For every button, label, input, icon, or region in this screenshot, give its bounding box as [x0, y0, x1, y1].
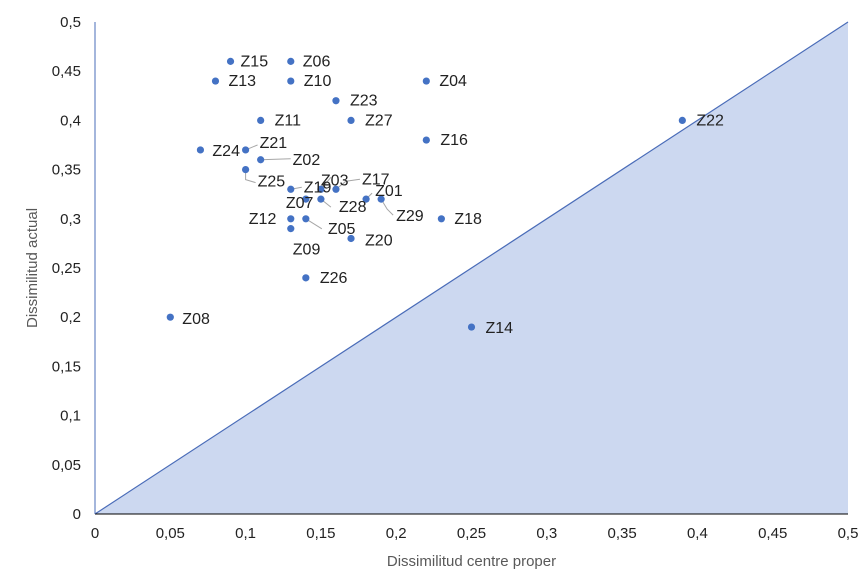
data-point [302, 195, 310, 203]
y-tick-label: 0,05 [52, 457, 81, 474]
data-point [347, 116, 355, 124]
x-tick-label: 0,4 [687, 525, 708, 542]
y-axis-title: Dissimilitud actual [24, 208, 41, 328]
point-label: Z24 [212, 143, 240, 160]
point-label: Z17 [362, 171, 390, 188]
point-label: Z16 [440, 132, 468, 149]
data-point [302, 274, 310, 282]
data-point [287, 57, 295, 65]
data-point [422, 77, 430, 85]
x-tick-label: 0,2 [386, 525, 407, 542]
point-label: Z25 [258, 174, 286, 191]
y-tick-label: 0,5 [60, 14, 81, 31]
leader-line [380, 198, 394, 216]
point-label: Z20 [365, 232, 393, 249]
y-tick-label: 0,35 [52, 162, 81, 179]
data-point [242, 166, 250, 174]
data-point [287, 225, 295, 233]
data-point [287, 215, 295, 223]
x-axis-title: Dissimilitud centre proper [387, 553, 556, 570]
data-point [437, 215, 445, 223]
point-label: Z02 [293, 152, 321, 169]
y-tick-label: 0,25 [52, 260, 81, 277]
x-tick-label: 0 [91, 525, 99, 542]
point-label: Z21 [260, 135, 288, 152]
point-label: Z09 [293, 242, 321, 259]
diagonal-line [94, 21, 849, 515]
point-label: Z13 [228, 73, 256, 90]
data-point [242, 146, 250, 154]
data-point [211, 77, 220, 85]
x-tick-label: 0,35 [607, 525, 636, 542]
data-point [377, 195, 385, 203]
data-point [226, 57, 235, 65]
data-points [166, 57, 686, 331]
data-point [362, 195, 370, 203]
x-tick-label: 0,45 [758, 525, 787, 542]
data-point [467, 323, 476, 331]
point-label: Z18 [454, 211, 482, 228]
x-tick-labels: 0 0,05 0,1 0,15 0,2 0,25 0,3 0,35 0,4 0,45 0,5 [91, 525, 859, 542]
data-point [317, 195, 325, 203]
data-point [257, 156, 265, 164]
data-point [257, 116, 265, 124]
point-label: Z07 [286, 195, 314, 212]
y-tick-labels: 0 0,05 0,1 0,15 0,2 0,25 0,3 0,35 0,4 0,45 0,5 [52, 14, 81, 523]
x-tick-label: 0,1 [235, 525, 256, 542]
point-label: Z23 [350, 93, 378, 110]
point-label: Z22 [696, 112, 724, 129]
y-tick-label: 0,3 [60, 211, 81, 228]
point-label: Z01 [375, 183, 403, 200]
point-label: Z26 [320, 270, 348, 287]
y-tick-label: 0,2 [60, 309, 81, 326]
point-label: Z28 [339, 199, 367, 216]
data-point [678, 116, 686, 124]
y-tick-label: 0 [73, 506, 81, 523]
point-label: Z10 [304, 73, 332, 90]
x-tick-label: 0,3 [536, 525, 557, 542]
x-tick-label: 0,5 [838, 525, 859, 542]
point-label: Z29 [396, 208, 424, 225]
y-tick-label: 0,4 [60, 112, 81, 129]
data-point [287, 77, 295, 85]
point-label: Z05 [328, 221, 356, 238]
data-point [196, 146, 205, 154]
y-tick-label: 0,45 [52, 63, 81, 80]
data-point [302, 215, 310, 223]
y-tick-label: 0,1 [60, 408, 81, 425]
point-label: Z19 [304, 179, 332, 196]
x-tick-label: 0,05 [156, 525, 185, 542]
point-label: Z08 [182, 311, 210, 328]
point-label: Z14 [486, 320, 514, 337]
data-point [317, 185, 325, 193]
point-label: Z06 [303, 53, 331, 70]
point-label: Z11 [275, 112, 301, 129]
data-point [332, 185, 340, 193]
x-tick-label: 0,25 [457, 525, 486, 542]
x-tick-label: 0,15 [306, 525, 335, 542]
data-point [332, 97, 340, 105]
point-label: Z12 [249, 211, 277, 228]
leader-line [260, 158, 291, 161]
point-label: Z27 [365, 112, 393, 129]
leader-line [335, 178, 361, 190]
point-label: Z04 [439, 73, 467, 90]
data-point [422, 136, 430, 144]
data-point [287, 185, 295, 193]
y-tick-label: 0,15 [52, 358, 81, 375]
data-point [166, 313, 174, 321]
point-label: Z03 [321, 172, 349, 189]
data-point [347, 234, 355, 243]
point-label: Z15 [241, 53, 269, 70]
